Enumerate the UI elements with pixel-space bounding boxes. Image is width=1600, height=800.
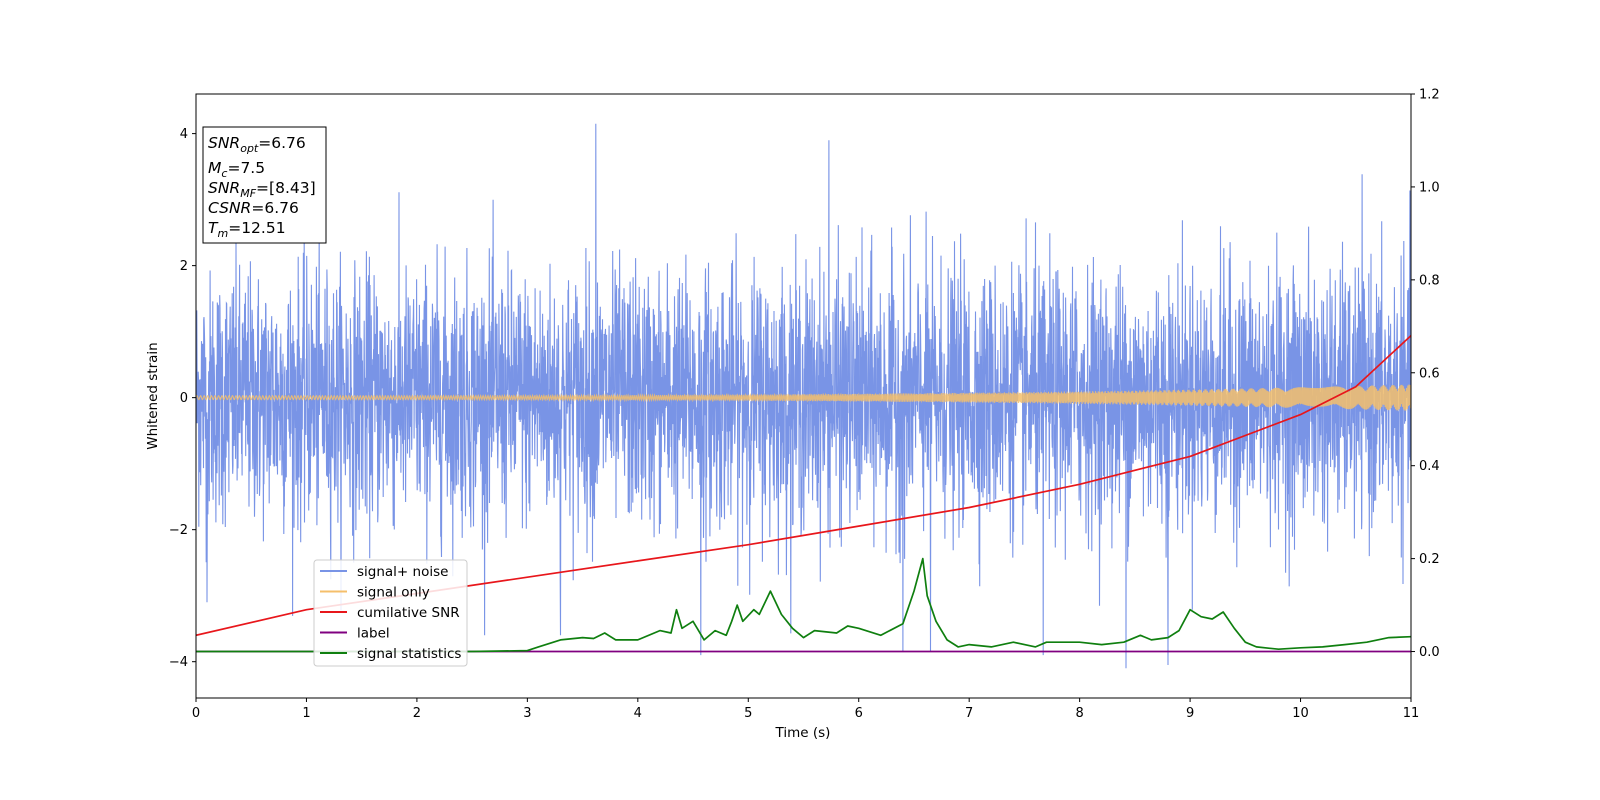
y-tick-label: −4 bbox=[169, 655, 188, 670]
x-tick-label: 8 bbox=[1075, 706, 1083, 721]
info-snr-opt: SNRopt=6.76 bbox=[208, 134, 306, 155]
y2-tick-label: 1.2 bbox=[1419, 88, 1440, 103]
y2-tick-label: 0.8 bbox=[1419, 273, 1440, 288]
legend-label-signal-noise: signal+ noise bbox=[357, 564, 448, 580]
y2-tick-label: 0.0 bbox=[1419, 645, 1440, 660]
y-axis-right: 0.0 0.2 0.4 0.6 0.8 1.0 1.2 bbox=[1411, 88, 1440, 660]
y-axis-left: −4 −2 0 2 4 bbox=[169, 127, 196, 670]
x-axis: 0 1 2 3 4 5 6 7 8 9 10 11 bbox=[192, 698, 1419, 721]
x-tick-label: 4 bbox=[634, 706, 642, 721]
y-axis-label: Whitened strain bbox=[145, 342, 161, 449]
legend-label-signal-statistics: signal statistics bbox=[357, 646, 461, 662]
info-snr-mf: SNRMF=[8.43] bbox=[208, 179, 316, 200]
x-tick-label: 3 bbox=[523, 706, 531, 721]
x-tick-label: 2 bbox=[413, 706, 421, 721]
info-csnr: CSNR=6.76 bbox=[208, 199, 299, 217]
x-tick-label: 1 bbox=[302, 706, 310, 721]
legend-label-cumulative-snr: cumilative SNR bbox=[357, 605, 460, 621]
info-box: SNRopt=6.76 Mc=7.5 SNRMF=[8.43] CSNR=6.7… bbox=[202, 126, 327, 244]
x-tick-label: 5 bbox=[744, 706, 752, 721]
x-tick-label: 7 bbox=[965, 706, 973, 721]
legend-label-label: label bbox=[357, 626, 390, 642]
legend: signal+ noise signal only cumilative SNR… bbox=[313, 559, 468, 667]
signal-statistics-line bbox=[196, 557, 1411, 653]
info-mc: Mc=7.5 bbox=[208, 159, 265, 180]
legend-label-signal-only: signal only bbox=[357, 585, 430, 601]
x-axis-label: Time (s) bbox=[775, 725, 831, 741]
y-tick-label: 4 bbox=[180, 127, 188, 142]
info-box-frame bbox=[202, 126, 327, 244]
y2-tick-label: 0.4 bbox=[1419, 459, 1440, 474]
series-signal-only bbox=[196, 384, 1411, 411]
signal-only-trace bbox=[196, 384, 1411, 411]
y-tick-label: −2 bbox=[169, 523, 188, 538]
x-tick-label: 0 bbox=[192, 706, 200, 721]
y2-tick-label: 0.2 bbox=[1419, 552, 1440, 567]
x-tick-label: 11 bbox=[1403, 706, 1420, 721]
y-tick-label: 2 bbox=[180, 259, 188, 274]
info-tm: Tm=12.51 bbox=[208, 219, 286, 240]
y2-tick-label: 1.0 bbox=[1419, 180, 1440, 195]
legend-frame bbox=[313, 559, 468, 667]
plot-frame bbox=[195, 93, 1412, 699]
x-tick-label: 10 bbox=[1292, 706, 1309, 721]
y-tick-label: 0 bbox=[180, 391, 188, 406]
x-tick-label: 6 bbox=[855, 706, 863, 721]
x-tick-label: 9 bbox=[1186, 706, 1194, 721]
y2-tick-label: 0.6 bbox=[1419, 366, 1440, 381]
